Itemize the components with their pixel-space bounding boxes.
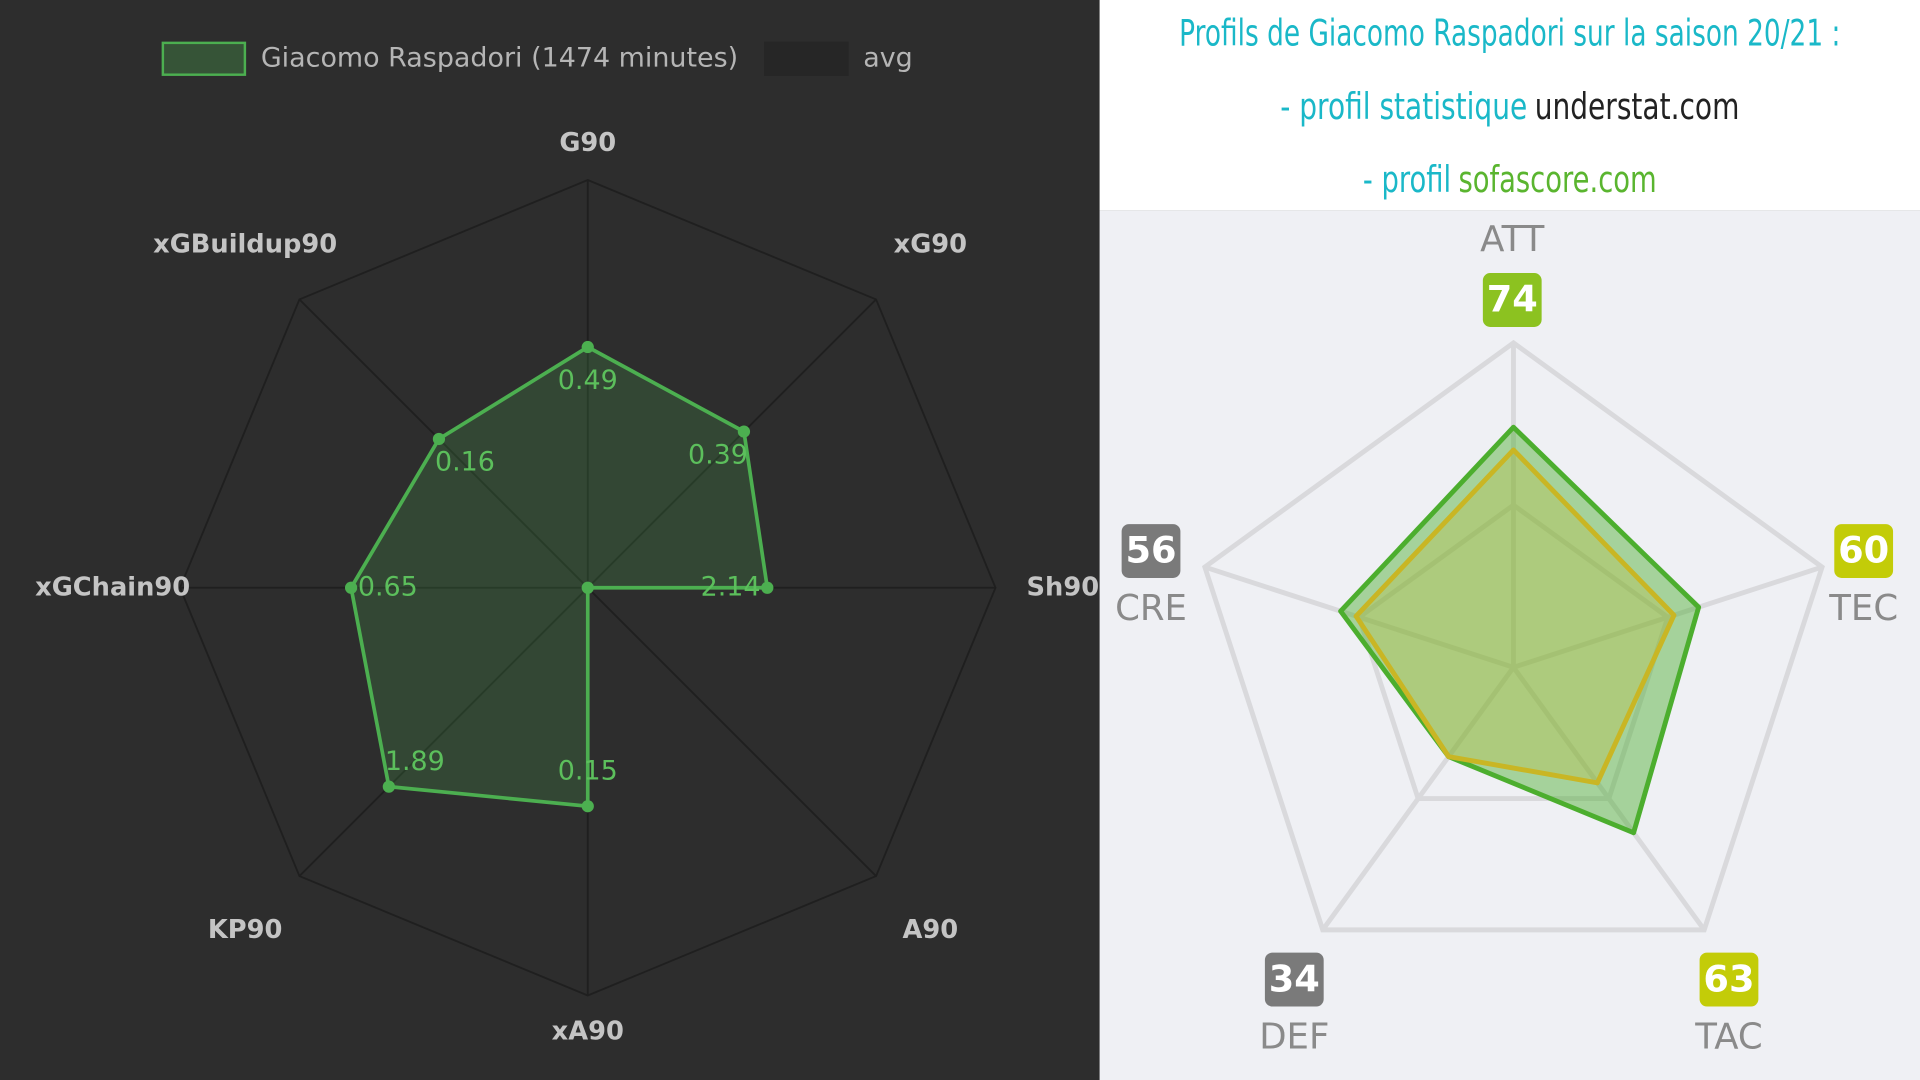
score-label: 60 [1838, 529, 1889, 572]
header-line: - profil statistiqueunderstat.com [1280, 84, 1739, 127]
score-badge [1834, 524, 1894, 578]
radar-spoke [1512, 564, 1823, 670]
axis-label: G90 [559, 128, 616, 158]
radar-spoke [587, 587, 877, 877]
axis-label: xGChain90 [35, 572, 190, 602]
radar-spoke [1511, 665, 1707, 932]
value-label: 0.16 [435, 447, 495, 478]
header-segment: sofascore.com [1458, 158, 1656, 201]
axis-label: TEC [1828, 588, 1898, 629]
value-label: 0.15 [558, 755, 618, 786]
header-segment: understat.com [1535, 84, 1740, 127]
radar-spoke [587, 298, 877, 589]
score-label: 63 [1703, 957, 1754, 1000]
axis-label: xA90 [552, 1017, 624, 1047]
score-label: 56 [1125, 529, 1176, 572]
right-panel [1099, 210, 1920, 1080]
grid-ring [1201, 339, 1825, 933]
axis-label: xG90 [894, 230, 967, 260]
legend-label: avg [863, 42, 913, 73]
legend-swatch [764, 41, 849, 76]
value-label: 1.89 [385, 746, 445, 777]
score-label: 74 [1487, 278, 1538, 321]
header-line: Profils de Giacomo Raspadori sur la sais… [1179, 11, 1840, 54]
header-segment: - profil statistique [1280, 84, 1527, 127]
score-badge [1121, 524, 1181, 578]
radar-point [581, 581, 594, 594]
score-badge [1699, 952, 1759, 1007]
header-segment: Profils de Giacomo Raspadori sur la sais… [1179, 11, 1840, 54]
radar-point [761, 581, 774, 594]
score-badge [1482, 273, 1542, 327]
axis-label: Sh90 [1027, 572, 1100, 602]
legend-swatch [161, 41, 247, 76]
header-line: - profilsofascore.com [1363, 158, 1657, 201]
header-panel [1099, 0, 1920, 211]
header-segment: - profil [1363, 158, 1451, 201]
axis-label: ATT [1480, 219, 1545, 260]
value-label: 2.14 [701, 571, 761, 602]
radar-point [581, 800, 594, 813]
axis-label: CRE [1115, 588, 1187, 629]
score-badge [1264, 952, 1324, 1007]
left-panel [0, 0, 1100, 1080]
radar-point [382, 780, 395, 793]
value-label: 0.65 [358, 571, 418, 602]
radar-point [432, 432, 446, 446]
radar-spoke [298, 298, 589, 589]
radar-spoke [298, 587, 589, 877]
radar-point [581, 340, 594, 354]
axis-label: xGBuildup90 [153, 230, 337, 260]
grid-ring [1356, 502, 1671, 802]
value-label: 0.49 [558, 365, 618, 396]
radar-point [344, 581, 358, 594]
axis-label: A90 [903, 915, 959, 945]
radar-point [737, 425, 751, 438]
axis-label: DEF [1259, 1016, 1329, 1057]
value-label: 0.39 [688, 439, 748, 470]
score-label: 34 [1269, 957, 1320, 1000]
radar-spoke [1320, 665, 1516, 932]
axis-label: TAC [1694, 1016, 1762, 1057]
radar-area [1353, 447, 1677, 786]
axis-label: KP90 [208, 915, 283, 945]
legend-label: Giacomo Raspadori (1474 minutes) [261, 42, 738, 73]
